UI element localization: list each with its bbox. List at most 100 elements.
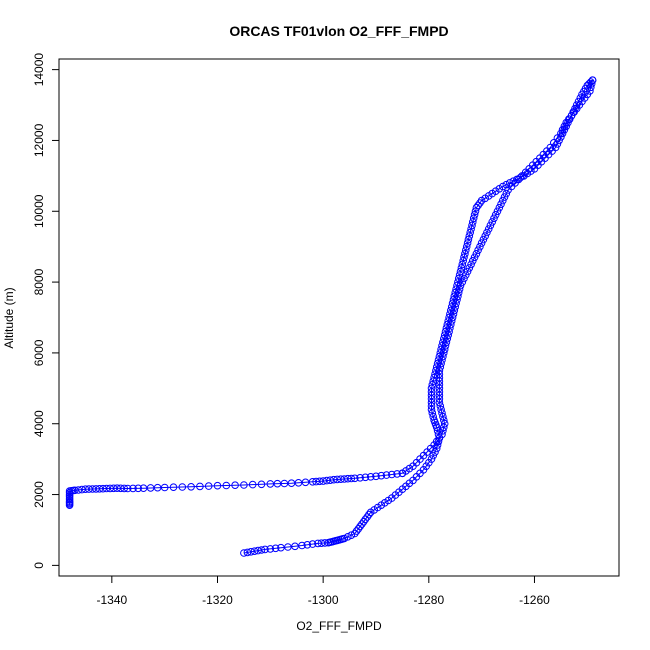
data-point: [139, 484, 148, 493]
data-point: [576, 94, 585, 102]
data-point: [287, 479, 296, 488]
data-point: [446, 324, 454, 332]
data-point: [340, 475, 349, 483]
data-point: [469, 214, 478, 223]
data-point: [588, 76, 597, 84]
data-point: [474, 201, 482, 210]
data-point: [254, 546, 262, 555]
data-point: [458, 260, 467, 269]
y-tick-label: 14000: [32, 53, 46, 87]
data-point: [462, 246, 470, 254]
data-point: [340, 534, 349, 543]
data-point: [574, 97, 583, 106]
data-point: [322, 476, 331, 485]
data-point: [308, 478, 317, 486]
data-point: [506, 179, 514, 187]
data-point: [474, 246, 482, 254]
data-point: [447, 317, 456, 325]
data-point: [243, 548, 252, 557]
data-point: [134, 484, 142, 493]
data-point: [442, 338, 451, 347]
data-point: [347, 531, 356, 540]
data-point: [319, 477, 328, 485]
data-point: [273, 479, 282, 488]
data-point: [500, 193, 509, 201]
data-point: [247, 548, 255, 556]
data-point: [470, 211, 479, 219]
data-point: [490, 214, 498, 223]
data-point: [479, 235, 488, 244]
x-tick-label: -1260: [519, 593, 550, 607]
data-point: [469, 218, 477, 226]
data-point: [312, 477, 320, 486]
data-point: [250, 547, 259, 556]
y-tick-label: 10000: [32, 194, 46, 228]
series-line-descent: [402, 80, 594, 474]
data-point: [443, 334, 452, 343]
data-point: [438, 356, 446, 364]
data-point: [458, 278, 467, 286]
data-point: [450, 306, 459, 315]
data-point: [452, 299, 460, 308]
data-point: [430, 373, 438, 382]
data-point: [497, 200, 505, 208]
data-point: [454, 288, 463, 297]
data-point: [444, 331, 453, 340]
data-point: [271, 544, 280, 553]
data-point: [436, 363, 445, 371]
data-point: [439, 412, 447, 421]
data-point: [248, 480, 257, 489]
data-point: [557, 133, 565, 141]
data-point: [372, 472, 380, 481]
y-tick-label: 0: [32, 562, 46, 569]
y-axis-label: Altitude (m): [2, 287, 16, 348]
data-point: [504, 186, 512, 194]
x-tick-label: -1320: [202, 593, 233, 607]
data-point: [460, 274, 468, 283]
data-point: [440, 349, 448, 357]
data-point: [427, 398, 436, 407]
data-point: [298, 541, 306, 550]
data-point: [257, 546, 266, 554]
data-point: [453, 296, 461, 304]
data-point: [433, 441, 442, 449]
data-point: [466, 228, 475, 237]
data-point: [462, 242, 471, 251]
data-point: [572, 101, 581, 109]
data-point: [465, 232, 474, 240]
y-tick-label: 12000: [32, 123, 46, 157]
data-point: [493, 207, 502, 216]
x-axis-label: O2_FFF_FMPD: [296, 619, 382, 633]
x-tick-label: -1280: [413, 593, 444, 607]
data-point: [88, 485, 97, 493]
data-point: [204, 482, 213, 490]
data-point: [499, 196, 507, 205]
data-point: [483, 228, 491, 237]
data-point: [213, 481, 222, 490]
data-point: [65, 501, 74, 510]
data-point: [462, 271, 470, 279]
data-point: [428, 409, 437, 417]
data-point: [284, 543, 292, 551]
data-point: [509, 177, 518, 185]
data-point: [78, 485, 86, 494]
data-point: [160, 483, 169, 492]
chart-title: ORCAS TF01vlon O2_FFF_FMPD: [229, 23, 448, 39]
data-point: [553, 140, 562, 148]
y-tick-label: 2000: [32, 481, 46, 508]
data-point: [427, 455, 436, 463]
x-tick-label: -1340: [96, 593, 127, 607]
data-point: [393, 470, 401, 478]
data-point: [463, 239, 472, 247]
data-point: [129, 484, 137, 493]
data-point: [436, 402, 445, 410]
data-point: [553, 134, 562, 142]
data-point: [502, 189, 511, 198]
data-point: [326, 476, 335, 485]
data-point: [365, 510, 373, 519]
data-point: [464, 235, 473, 244]
data-point: [382, 471, 391, 479]
data-point: [356, 474, 364, 482]
data-point: [440, 423, 448, 432]
